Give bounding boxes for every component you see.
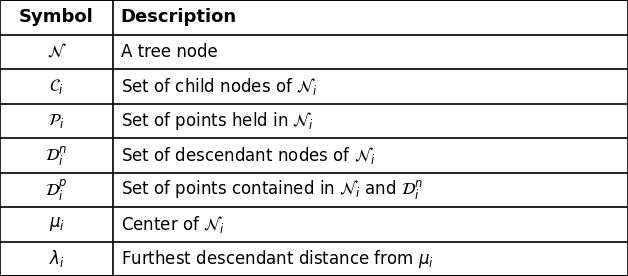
Text: Center of $\mathcal{N}_i$: Center of $\mathcal{N}_i$ [121,214,224,235]
Text: Set of points held in $\mathcal{N}_i$: Set of points held in $\mathcal{N}_i$ [121,110,314,132]
Text: A tree node: A tree node [121,43,217,61]
Text: Furthest descendant distance from $\mu_i$: Furthest descendant distance from $\mu_i… [121,248,433,270]
Text: Set of points contained in $\mathcal{N}_i$ and $\mathcal{D}_i^n$: Set of points contained in $\mathcal{N}_… [121,178,423,201]
Text: Set of descendant nodes of $\mathcal{N}_i$: Set of descendant nodes of $\mathcal{N}_… [121,145,375,166]
Text: $\mathcal{P}_i$: $\mathcal{P}_i$ [48,112,65,130]
Text: Description: Description [121,8,237,26]
Text: Set of child nodes of $\mathcal{N}_i$: Set of child nodes of $\mathcal{N}_i$ [121,76,317,97]
Text: $\mathcal{D}_i^p$: $\mathcal{D}_i^p$ [45,177,68,203]
Text: $\mu_i$: $\mu_i$ [48,215,65,233]
Text: $\mathcal{C}_i$: $\mathcal{C}_i$ [49,77,64,96]
Text: Symbol: Symbol [19,8,94,26]
Text: $\mathcal{D}_i^n$: $\mathcal{D}_i^n$ [45,144,68,167]
Text: $\lambda_i$: $\lambda_i$ [48,248,65,269]
Text: $\mathcal{N}$: $\mathcal{N}$ [46,43,67,61]
